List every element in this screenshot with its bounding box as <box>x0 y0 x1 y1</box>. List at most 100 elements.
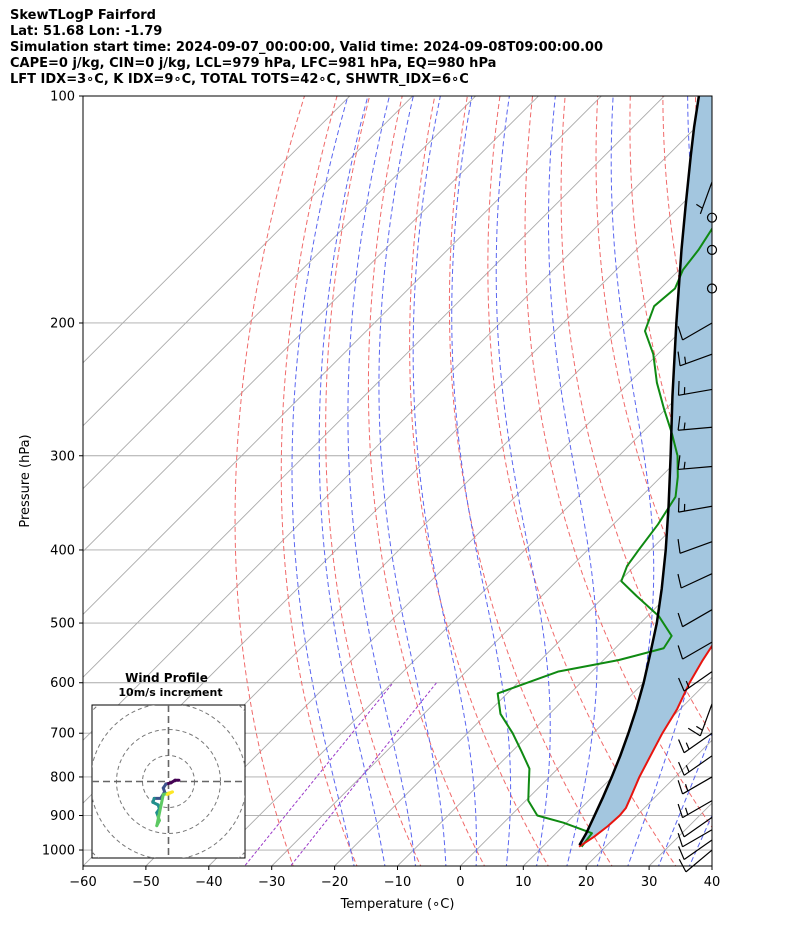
wind-barb <box>677 322 713 341</box>
dry-adiabat <box>759 79 794 869</box>
dry-adiabat <box>727 79 794 869</box>
wind-barb <box>678 732 713 754</box>
x-tick-label: 0 <box>456 875 464 890</box>
isotherm-line <box>83 96 477 490</box>
dry-adiabat <box>325 96 422 866</box>
y-tick-label: 300 <box>50 449 75 464</box>
moist-adiabat <box>495 96 551 866</box>
x-tick-label: −10 <box>384 875 411 890</box>
hodograph-subtitle: 10m/s increment <box>118 686 222 699</box>
wind-barb <box>677 415 713 431</box>
wind-barb <box>696 181 713 215</box>
wind-barb <box>677 381 713 396</box>
isotherm-line <box>83 96 665 678</box>
isotherm-line <box>83 96 540 553</box>
wind-barb <box>677 455 713 471</box>
wind-barb <box>677 573 713 589</box>
isotherm-line <box>648 802 712 866</box>
x-axis-title: Temperature (∘C) <box>340 897 455 912</box>
isotherm-line <box>396 550 712 866</box>
mixing-ratio-line <box>289 682 437 866</box>
cape-cin-summary: CAPE=0 j/kg, CIN=0 j/kg, LCL=979 hPa, LF… <box>10 56 497 71</box>
dry-adiabat <box>409 96 549 866</box>
isotherm-line <box>459 613 712 866</box>
hodograph-segment <box>155 793 165 828</box>
wind-barb <box>678 849 713 873</box>
isotherm-line <box>83 96 414 427</box>
station-title: SkewTLogP Fairford <box>10 8 156 23</box>
dry-adiabat <box>560 96 712 737</box>
x-tick-label: 30 <box>641 875 658 890</box>
isotherm-line <box>145 299 712 866</box>
isotherm-line <box>271 425 712 866</box>
wind-barb <box>677 800 713 819</box>
moist-adiabat <box>451 96 512 866</box>
wind-barb <box>706 244 718 256</box>
isotherm-line <box>585 739 712 866</box>
dry-adiabat <box>280 96 358 866</box>
hodograph-title: Wind Profile <box>125 671 208 685</box>
y-tick-label: 200 <box>50 316 75 331</box>
isotherm-line <box>83 96 603 616</box>
x-tick-label: −40 <box>195 875 222 890</box>
x-tick-label: −20 <box>321 875 348 890</box>
parcel-line <box>578 96 701 846</box>
hodograph-segment <box>165 790 174 796</box>
wind-barb <box>677 497 713 513</box>
dry-adiabat <box>524 96 712 829</box>
moist-adiabat <box>548 96 598 866</box>
wind-barb <box>678 671 713 692</box>
y-axis-title: Pressure (hPa) <box>18 434 33 527</box>
isotherm-line <box>208 362 712 866</box>
x-tick-label: 10 <box>515 875 532 890</box>
x-tick-label: 20 <box>578 875 595 890</box>
dry-adiabat <box>367 96 486 866</box>
wind-barb <box>687 703 713 737</box>
cape-shading <box>579 96 712 847</box>
dry-adiabat <box>234 96 305 866</box>
stability-indices: LFT IDX=3∘C, K IDX=9∘C, TOTAL TOTS=42∘C,… <box>10 72 469 87</box>
wind-barb <box>677 776 713 795</box>
station-location: Lat: 51.68 Lon: -1.79 <box>10 24 163 39</box>
moist-adiabat <box>658 731 712 866</box>
isotherm-line <box>522 676 712 866</box>
isotherm-line <box>333 487 712 866</box>
y-tick-label: 400 <box>50 543 75 558</box>
y-tick-label: 1000 <box>42 844 75 859</box>
temperature-line <box>578 644 712 848</box>
wind-barb <box>677 539 713 554</box>
wind-barb <box>706 212 718 223</box>
wind-barb <box>678 755 713 776</box>
y-tick-label: 900 <box>50 809 75 824</box>
wind-barb <box>677 351 713 367</box>
simulation-time: Simulation start time: 2024-09-07_00:00:… <box>10 40 603 55</box>
dry-adiabat <box>448 96 613 866</box>
moist-adiabat <box>291 96 355 866</box>
wind-barb <box>677 829 713 848</box>
wind-barb <box>678 816 713 838</box>
x-tick-label: −60 <box>69 875 96 890</box>
y-tick-label: 100 <box>50 90 75 105</box>
moist-adiabat <box>378 96 447 866</box>
moist-adiabat <box>412 96 477 866</box>
wind-barb <box>678 839 713 861</box>
moist-adiabat <box>627 96 712 866</box>
isotherm-line <box>83 96 351 364</box>
mixing-ratio-line <box>244 682 394 866</box>
wind-barb <box>677 609 713 628</box>
dry-adiabat <box>595 96 712 640</box>
chart-header: SkewTLogP Fairford Lat: 51.68 Lon: -1.79… <box>10 8 603 88</box>
x-tick-label: −50 <box>132 875 159 890</box>
x-tick-label: 40 <box>704 875 721 890</box>
dewpoint-line <box>496 227 712 848</box>
isotherm-line <box>83 110 712 741</box>
moist-adiabat <box>318 96 386 866</box>
moist-adiabat <box>347 96 416 866</box>
wind-barb <box>706 283 718 294</box>
x-tick-label: −30 <box>258 875 285 890</box>
y-tick-label: 600 <box>50 676 75 691</box>
y-tick-label: 800 <box>50 770 75 785</box>
moist-adiabat <box>719 96 794 869</box>
